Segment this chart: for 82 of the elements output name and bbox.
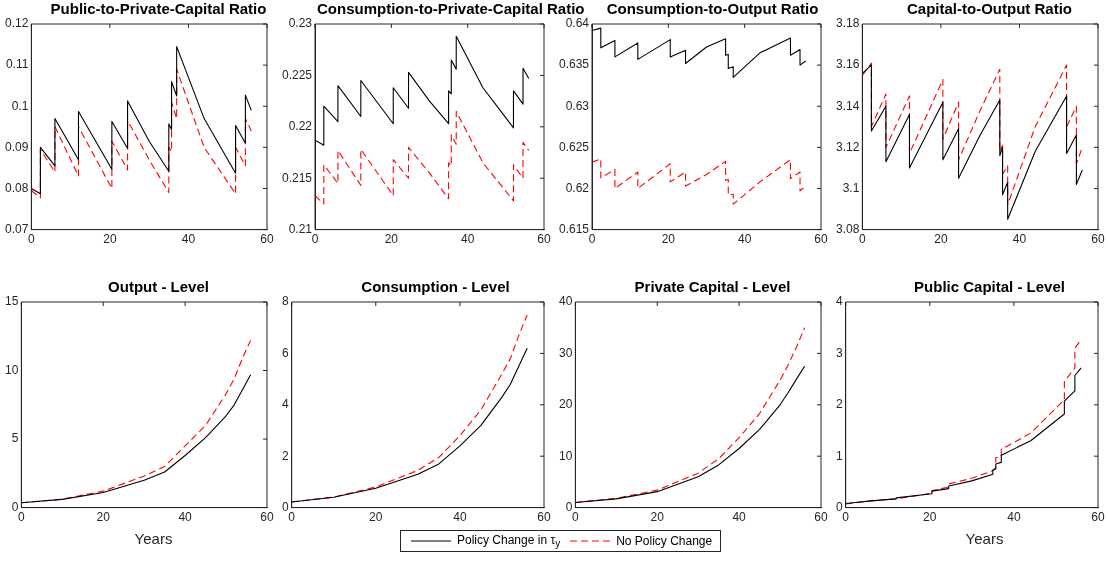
chart-title: Public-to-Private-Capital Ratio bbox=[49, 0, 268, 17]
x-tick-label: 40 bbox=[453, 510, 467, 525]
x-tick-label: 20 bbox=[934, 232, 948, 247]
x-tick-label: 60 bbox=[537, 232, 551, 247]
x-tick-label: 20 bbox=[384, 232, 399, 247]
y-tick-label: 0 bbox=[11, 499, 19, 514]
x-tick-label: 20 bbox=[650, 510, 665, 525]
x-axis-title: Years bbox=[133, 530, 174, 547]
line-series bbox=[315, 110, 530, 205]
x-tick-label: 20 bbox=[96, 510, 111, 525]
y-tick-label: 3.08 bbox=[836, 221, 860, 236]
chart-title: Capital-to-Output Ratio bbox=[906, 0, 1073, 17]
x-tick-label: 40 bbox=[732, 510, 747, 525]
y-tick-label: 0.63 bbox=[565, 98, 590, 113]
chart-title: Consumption - Level bbox=[360, 278, 511, 295]
y-tick-label: 2 bbox=[281, 448, 289, 463]
y-tick-label: 0 bbox=[835, 499, 843, 514]
y-tick-label: 10 bbox=[558, 448, 573, 463]
y-tick-label: 5 bbox=[11, 431, 19, 446]
y-tick-label: 15 bbox=[4, 294, 19, 309]
y-tick-label: 0.62 bbox=[565, 180, 590, 195]
y-tick-label: 6 bbox=[281, 345, 289, 360]
y-tick-label: 0.225 bbox=[282, 67, 313, 82]
y-tick-label: 3.18 bbox=[836, 16, 860, 31]
chart-title: Private Capital - Level bbox=[633, 278, 792, 295]
y-tick-label: 3.12 bbox=[836, 139, 860, 154]
y-tick-label: 0.22 bbox=[288, 119, 313, 134]
x-tick-label: 40 bbox=[178, 510, 193, 525]
y-tick-label: 0.615 bbox=[559, 221, 590, 236]
y-tick-label: 0.64 bbox=[565, 16, 590, 31]
y-tick-label: 0.23 bbox=[288, 16, 313, 31]
x-tick-label: 60 bbox=[537, 510, 551, 525]
x-tick-label: 60 bbox=[1091, 232, 1105, 247]
y-tick-label: 8 bbox=[281, 294, 289, 309]
y-tick-label: 0.635 bbox=[559, 57, 590, 72]
y-tick-label: 3 bbox=[835, 345, 843, 360]
chart-title: Consumption-to-Output Ratio bbox=[606, 0, 819, 17]
x-tick-label: 20 bbox=[923, 510, 937, 525]
chart-title: Public Capital - Level bbox=[913, 278, 1066, 295]
y-tick-label: 0.625 bbox=[559, 139, 590, 154]
x-tick-label: 20 bbox=[369, 510, 383, 525]
y-tick-label: 30 bbox=[558, 345, 573, 360]
legend-label: Policy Change in τ$_{y}$ bbox=[457, 533, 561, 550]
y-tick-label: 3.14 bbox=[836, 98, 860, 113]
y-tick-label: 20 bbox=[558, 397, 573, 412]
line-series bbox=[575, 327, 806, 504]
y-tick-label: 0.21 bbox=[288, 221, 313, 236]
x-tick-label: 20 bbox=[661, 232, 676, 247]
y-tick-label: 0.07 bbox=[5, 221, 29, 236]
y-tick-label: 0.12 bbox=[5, 16, 29, 31]
x-tick-label: 40 bbox=[1012, 232, 1027, 247]
x-tick-label: 60 bbox=[814, 510, 828, 525]
chart-title: Consumption-to-Private-Capital Ratio bbox=[316, 0, 585, 17]
y-tick-label: 4 bbox=[835, 294, 843, 309]
y-tick-label: 0.11 bbox=[5, 57, 29, 72]
y-tick-label: 10 bbox=[4, 362, 19, 377]
y-tick-label: 0.08 bbox=[5, 180, 29, 195]
x-tick-label: 60 bbox=[814, 232, 828, 247]
y-tick-label: 3.16 bbox=[836, 57, 860, 72]
y-tick-label: 0.215 bbox=[282, 170, 313, 185]
x-axis-title: Years bbox=[964, 530, 1005, 547]
y-tick-label: 0.1 bbox=[11, 98, 29, 113]
y-tick-label: 0.09 bbox=[5, 139, 29, 154]
x-tick-label: 40 bbox=[738, 232, 752, 247]
y-tick-label: 3.1 bbox=[842, 180, 860, 195]
y-tick-label: 4 bbox=[281, 397, 289, 412]
x-tick-label: 60 bbox=[1091, 510, 1105, 525]
chart-title: Output - Level bbox=[107, 278, 210, 295]
x-tick-label: 40 bbox=[181, 232, 196, 247]
line-series bbox=[31, 68, 252, 199]
y-tick-label: 40 bbox=[558, 294, 573, 309]
x-tick-label: 60 bbox=[260, 510, 274, 525]
y-tick-label: 0 bbox=[565, 499, 573, 514]
x-tick-label: 40 bbox=[1007, 510, 1021, 525]
legend-label: No Policy Change bbox=[616, 534, 713, 549]
x-tick-label: 60 bbox=[260, 232, 274, 247]
x-tick-label: 40 bbox=[461, 232, 475, 247]
line-series bbox=[592, 158, 807, 205]
y-tick-label: 2 bbox=[835, 397, 843, 412]
x-tick-label: 20 bbox=[103, 232, 117, 247]
y-tick-label: 0 bbox=[281, 499, 289, 514]
y-tick-label: 1 bbox=[835, 448, 843, 463]
